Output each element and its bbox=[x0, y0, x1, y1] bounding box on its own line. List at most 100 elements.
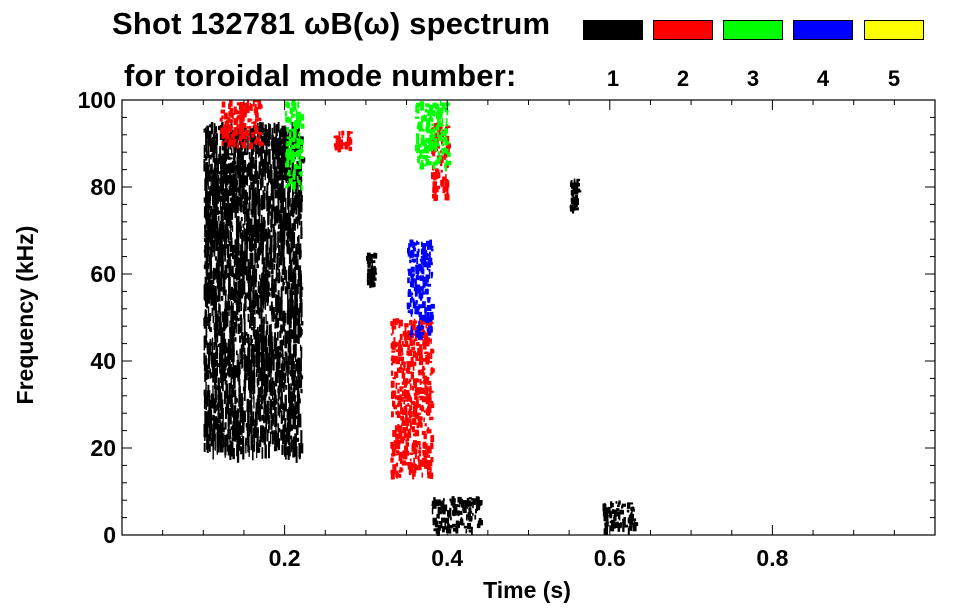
spectral-mark bbox=[278, 141, 283, 145]
spectral-mark bbox=[471, 498, 474, 501]
spectral-mark bbox=[419, 395, 424, 401]
spectral-mark bbox=[235, 288, 237, 306]
spectral-mark bbox=[240, 244, 242, 257]
spectral-mark bbox=[432, 520, 435, 526]
spectral-mark bbox=[450, 516, 452, 521]
spectral-mark bbox=[366, 278, 369, 281]
spectral-mark bbox=[205, 229, 208, 234]
spectral-mark bbox=[424, 463, 428, 469]
spectral-mark bbox=[418, 321, 423, 328]
spectral-mark bbox=[446, 161, 449, 165]
spectral-mark bbox=[282, 381, 285, 389]
spectral-mark bbox=[401, 340, 404, 346]
spectral-mark bbox=[207, 191, 210, 203]
spectral-mark bbox=[279, 296, 282, 307]
spectral-mark bbox=[270, 405, 273, 416]
spectral-mark bbox=[240, 194, 245, 200]
spectral-mark bbox=[262, 232, 266, 240]
spectral-mark bbox=[269, 263, 272, 270]
spectral-mark bbox=[440, 179, 445, 186]
spectral-mark bbox=[282, 439, 284, 445]
spectral-mark bbox=[257, 397, 259, 413]
spectral-mark bbox=[258, 117, 262, 122]
spectral-mark bbox=[437, 524, 442, 527]
spectral-mark bbox=[233, 127, 238, 134]
spectral-mark bbox=[255, 355, 257, 363]
spectral-mark bbox=[259, 165, 262, 172]
spectral-mark bbox=[241, 151, 244, 168]
spectral-mark bbox=[289, 435, 292, 440]
spectral-mark bbox=[216, 201, 218, 208]
spectral-mark bbox=[415, 397, 419, 403]
spectral-mark bbox=[281, 346, 283, 350]
spectral-mark bbox=[217, 274, 219, 291]
spectral-mark bbox=[427, 257, 432, 264]
spectral-mark bbox=[205, 136, 208, 147]
spectral-mark bbox=[261, 197, 264, 208]
spectral-mark bbox=[268, 441, 271, 447]
spectral-mark bbox=[404, 445, 409, 451]
spectral-mark bbox=[262, 344, 265, 361]
spectral-mark bbox=[233, 405, 237, 415]
spectral-mark bbox=[272, 392, 274, 401]
spectral-mark bbox=[395, 349, 400, 352]
spectral-mark bbox=[207, 299, 209, 305]
spectral-mark bbox=[413, 392, 417, 397]
spectral-mark bbox=[239, 156, 243, 163]
spectral-mark bbox=[266, 196, 269, 212]
spectral-mark bbox=[477, 504, 481, 509]
spectral-mark bbox=[233, 273, 236, 279]
spectral-mark bbox=[292, 184, 295, 196]
spectral-mark bbox=[204, 335, 207, 348]
spectral-mark bbox=[603, 528, 608, 536]
spectral-mark bbox=[278, 130, 281, 147]
spectral-mark bbox=[400, 436, 402, 444]
spectral-mark bbox=[415, 274, 419, 279]
spectral-mark bbox=[211, 240, 213, 258]
spectral-mark bbox=[616, 511, 619, 517]
spectral-mark bbox=[440, 504, 445, 507]
spectral-mark bbox=[286, 334, 289, 344]
spectral-mark bbox=[222, 366, 224, 375]
spectral-mark bbox=[413, 402, 418, 409]
spectral-mark bbox=[288, 274, 290, 284]
spectral-mark bbox=[425, 103, 430, 107]
spectral-mark bbox=[417, 248, 420, 253]
spectral-mark bbox=[224, 178, 226, 184]
spectral-mark bbox=[209, 124, 212, 128]
spectral-mark bbox=[232, 174, 235, 180]
spectral-mark bbox=[286, 102, 290, 109]
spectral-mark bbox=[260, 425, 262, 443]
spectral-mark bbox=[229, 428, 232, 439]
spectral-mark bbox=[217, 285, 219, 299]
spectral-mark bbox=[416, 441, 421, 445]
spectral-mark bbox=[296, 259, 299, 270]
spectral-mark bbox=[239, 359, 242, 364]
spectral-mark bbox=[409, 452, 414, 456]
spectral-mark bbox=[215, 359, 218, 367]
spectral-mark bbox=[298, 313, 300, 317]
spectral-mark bbox=[207, 165, 210, 179]
spectral-mark bbox=[434, 160, 438, 166]
spectral-mark bbox=[341, 135, 344, 139]
spectral-mark bbox=[280, 310, 283, 315]
spectral-mark bbox=[266, 231, 269, 249]
spectral-mark bbox=[263, 128, 265, 133]
spectral-mark bbox=[254, 424, 257, 438]
spectral-mark bbox=[297, 165, 302, 170]
spectral-mark bbox=[278, 209, 281, 224]
spectral-mark bbox=[205, 324, 208, 338]
spectral-mark bbox=[242, 127, 245, 132]
spectral-mark bbox=[372, 273, 375, 281]
spectral-mark bbox=[421, 458, 425, 464]
spectral-mark bbox=[224, 223, 227, 238]
spectral-mark bbox=[287, 366, 290, 375]
spectral-mark bbox=[253, 297, 256, 308]
spectral-mark bbox=[269, 346, 272, 353]
spectral-mark bbox=[264, 281, 267, 293]
spectral-mark bbox=[265, 269, 267, 278]
spectral-mark bbox=[373, 253, 378, 259]
spectral-mark bbox=[394, 322, 398, 326]
spectral-mark bbox=[289, 154, 292, 161]
spectral-mark bbox=[285, 240, 288, 247]
